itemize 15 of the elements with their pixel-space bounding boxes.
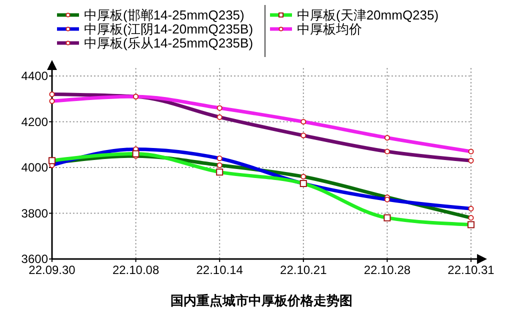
legend-label: 中厚板(天津20mmQ235) bbox=[297, 8, 439, 23]
legend-label: 中厚板均价 bbox=[297, 22, 362, 37]
text: 国内重点城市中厚板价格走势图 bbox=[170, 293, 352, 308]
x-tick-label: 22.10.28 bbox=[364, 263, 411, 277]
y-tick-label: 4200 bbox=[21, 114, 48, 129]
y-tick-label: 3800 bbox=[21, 206, 48, 220]
legend-label: 中厚板(江阴14-20mmQ235B) bbox=[84, 22, 254, 37]
x-tick-label: 22.10.31 bbox=[448, 263, 495, 277]
x-tick-label: 22.10.21 bbox=[280, 263, 328, 277]
y-tick-label: 4000 bbox=[21, 160, 48, 175]
x-tick-label: 22.10.14 bbox=[196, 263, 244, 277]
x-tick-label: 22.10.08 bbox=[112, 263, 160, 277]
legend-label: 中厚板(乐从14-25mmQ235B) bbox=[84, 36, 254, 51]
legend-label: 中厚板(邯郸14-25mmQ235) bbox=[84, 8, 244, 23]
y-tick-label: 4400 bbox=[21, 69, 48, 84]
